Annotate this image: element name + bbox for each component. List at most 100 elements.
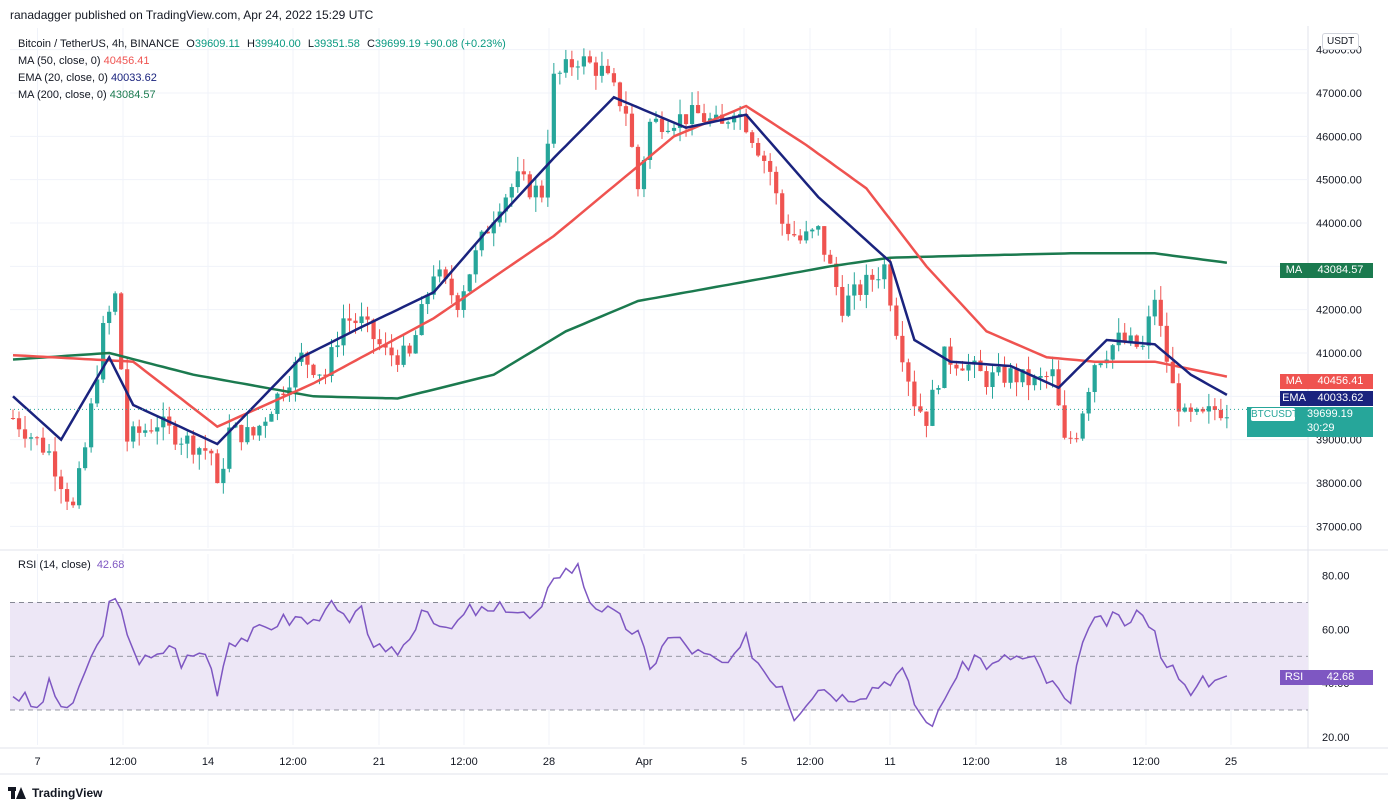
candle-body [635,146,641,190]
candle-body [1224,417,1229,419]
candle-body [774,171,779,194]
candle-body [563,59,568,73]
candle-body [1086,391,1091,414]
candle-body [744,113,749,133]
x-tick-label: 5 [741,756,747,768]
candle-body [485,231,490,234]
candle-body [581,56,586,67]
candle-body [605,65,611,74]
candle-body [840,286,845,316]
y-tick-label: 37000.00 [1316,521,1362,533]
candle-body [70,501,76,506]
rsi-legend[interactable]: RSI (14, close) 42.68 [18,559,124,571]
ema20-line [12,95,1228,446]
candle-body [1218,409,1223,419]
candle-body [948,346,953,365]
ma50-legend[interactable]: MA (50, close, 0) 40456.41 [18,53,506,70]
candle-body [557,72,562,74]
currency-button[interactable]: USDT [1322,33,1360,50]
candle-body [858,284,863,295]
open-label: O [186,38,195,50]
candle-body [1026,369,1031,386]
candle-body [786,223,791,235]
candle-body [113,293,118,312]
candle-body [401,345,406,365]
high-label: H [246,38,255,50]
candle-body [864,274,869,295]
ma200-legend[interactable]: MA (200, close, 0) 43084.57 [18,87,506,104]
close-value: 39699.19 [374,38,421,50]
candle-body [34,437,40,439]
candle-body [912,381,917,407]
rsi-line [12,561,1228,728]
candle-body [1128,335,1133,343]
candle-body [209,450,214,454]
candle-body [125,369,130,442]
ema20-legend[interactable]: EMA (20, close, 0) 40033.62 [18,70,506,87]
candle-body [419,304,424,336]
x-tick-label: 12:00 [1132,756,1160,768]
candle-body [137,426,142,433]
candle-body [798,235,803,241]
candle-body [1098,363,1103,366]
candle-body [1020,369,1025,383]
candle-body [359,316,364,324]
x-tick-label: 25 [1225,756,1237,768]
candle-body [1146,316,1151,346]
x-tick-label: 28 [543,756,555,768]
tradingview-logo[interactable]: TradingView [8,786,102,800]
low-label: L [307,38,314,50]
candle-body [876,279,881,281]
candle-body [245,427,250,443]
candle-body [1158,299,1163,326]
candle-body [1032,377,1037,386]
candle-body [822,226,827,255]
candle-body [683,114,689,125]
ema20-badge-tag: EMA [1280,391,1308,406]
ma50-badge: MA 40456.41 [1280,374,1373,389]
candle-body [251,427,256,436]
x-tick-label: 7 [34,756,40,768]
candle-body [46,451,52,453]
candle-body [1074,438,1079,440]
candle-body [1134,335,1139,347]
candle-body [257,425,262,436]
candle-body [918,406,923,412]
candle-body [443,269,448,279]
candle-body [978,360,983,372]
candle-body [389,347,394,356]
ma50-line [12,104,1228,429]
main-legend: Bitcoin / TetherUS, 4h, BINANCE O39609.1… [18,36,506,104]
candle-body [473,250,478,275]
candle-body [942,346,947,388]
candle-body [966,364,971,371]
candle-body [1182,407,1187,412]
ma200-badge: MA 43084.57 [1280,263,1373,278]
candle-body [95,379,100,404]
symbol-row: Bitcoin / TetherUS, 4h, BINANCE O39609.1… [18,36,506,53]
ma50-label: MA (50, close, 0) [18,55,101,67]
candle-body [155,427,160,432]
candles-group [10,48,1229,510]
candle-body [329,347,334,376]
candle-body [239,424,244,443]
candle-body [689,105,695,125]
symbol-title[interactable]: Bitcoin / TetherUS, 4h, BINANCE [18,38,180,50]
candle-body [533,185,538,198]
rsi-badge-tag: RSI [1280,670,1308,685]
price-badge-symbol: BTCUSDT [1251,408,1299,421]
candle-body [539,185,544,198]
candle-body [149,430,154,432]
candle-body [341,318,346,346]
candle-body [768,160,773,172]
candle-body [930,389,935,426]
candle-body [1008,368,1013,383]
candle-body [617,82,623,107]
candle-body [1068,437,1073,439]
candle-body [377,339,382,345]
candle-body [762,155,767,161]
candle-body [756,142,761,156]
candle-body [732,115,737,123]
candle-body [900,335,905,363]
